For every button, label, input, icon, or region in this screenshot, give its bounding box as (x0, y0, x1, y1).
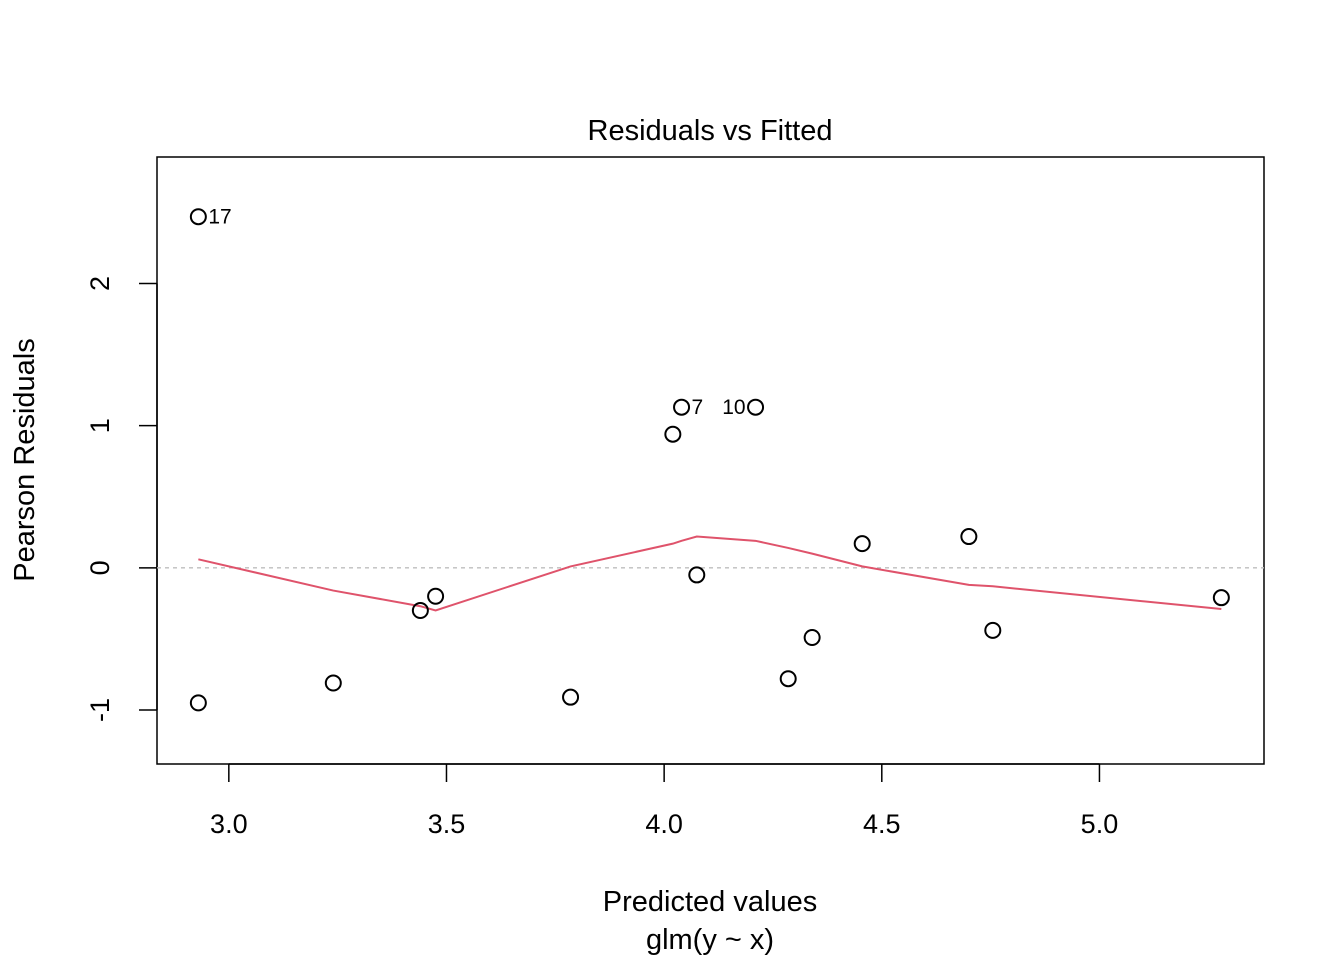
residual-point (984, 621, 1002, 639)
residual-point (1212, 589, 1230, 607)
x-tick-label: 4.0 (645, 809, 683, 839)
x-tick-label: 3.5 (428, 809, 466, 839)
residual-point (189, 208, 207, 226)
point-label: 7 (692, 396, 704, 419)
residual-point (747, 398, 765, 416)
residual-point (427, 587, 445, 605)
x-tick-label: 5.0 (1081, 809, 1119, 839)
x-axis: 3.0 3.5 4.0 4.5 5.0 (210, 763, 1119, 839)
residual-point (324, 674, 342, 692)
x-tick-label: 3.0 (210, 809, 248, 839)
residual-point (853, 535, 871, 553)
residual-point (688, 566, 706, 584)
smooth-trend-line (198, 535, 1222, 612)
y-tick-label: 0 (85, 560, 115, 575)
residual-point (779, 670, 797, 688)
point-label: 17 (208, 206, 231, 229)
chart-title: Residuals vs Fitted (588, 115, 833, 147)
residual-points: 17 7 10 (189, 206, 1230, 712)
residual-point (803, 628, 821, 646)
y-tick-label: 1 (85, 418, 115, 433)
point-label: 10 (722, 396, 745, 419)
residual-point (673, 398, 691, 416)
residual-point (664, 425, 682, 443)
x-tick-label: 4.5 (863, 809, 901, 839)
x-axis-sublabel: glm(y ~ x) (646, 924, 774, 956)
y-tick-label: 2 (85, 276, 115, 291)
y-tick-label: -1 (85, 698, 115, 722)
residual-point (960, 528, 978, 546)
residual-point (189, 694, 207, 712)
plot-frame (156, 156, 1265, 765)
residual-point (411, 601, 429, 619)
residual-point (562, 688, 580, 706)
x-axis-label: Predicted values (603, 886, 817, 918)
y-axis-label: Pearson Residuals (9, 338, 41, 581)
y-axis: -1 0 1 2 (85, 276, 158, 722)
